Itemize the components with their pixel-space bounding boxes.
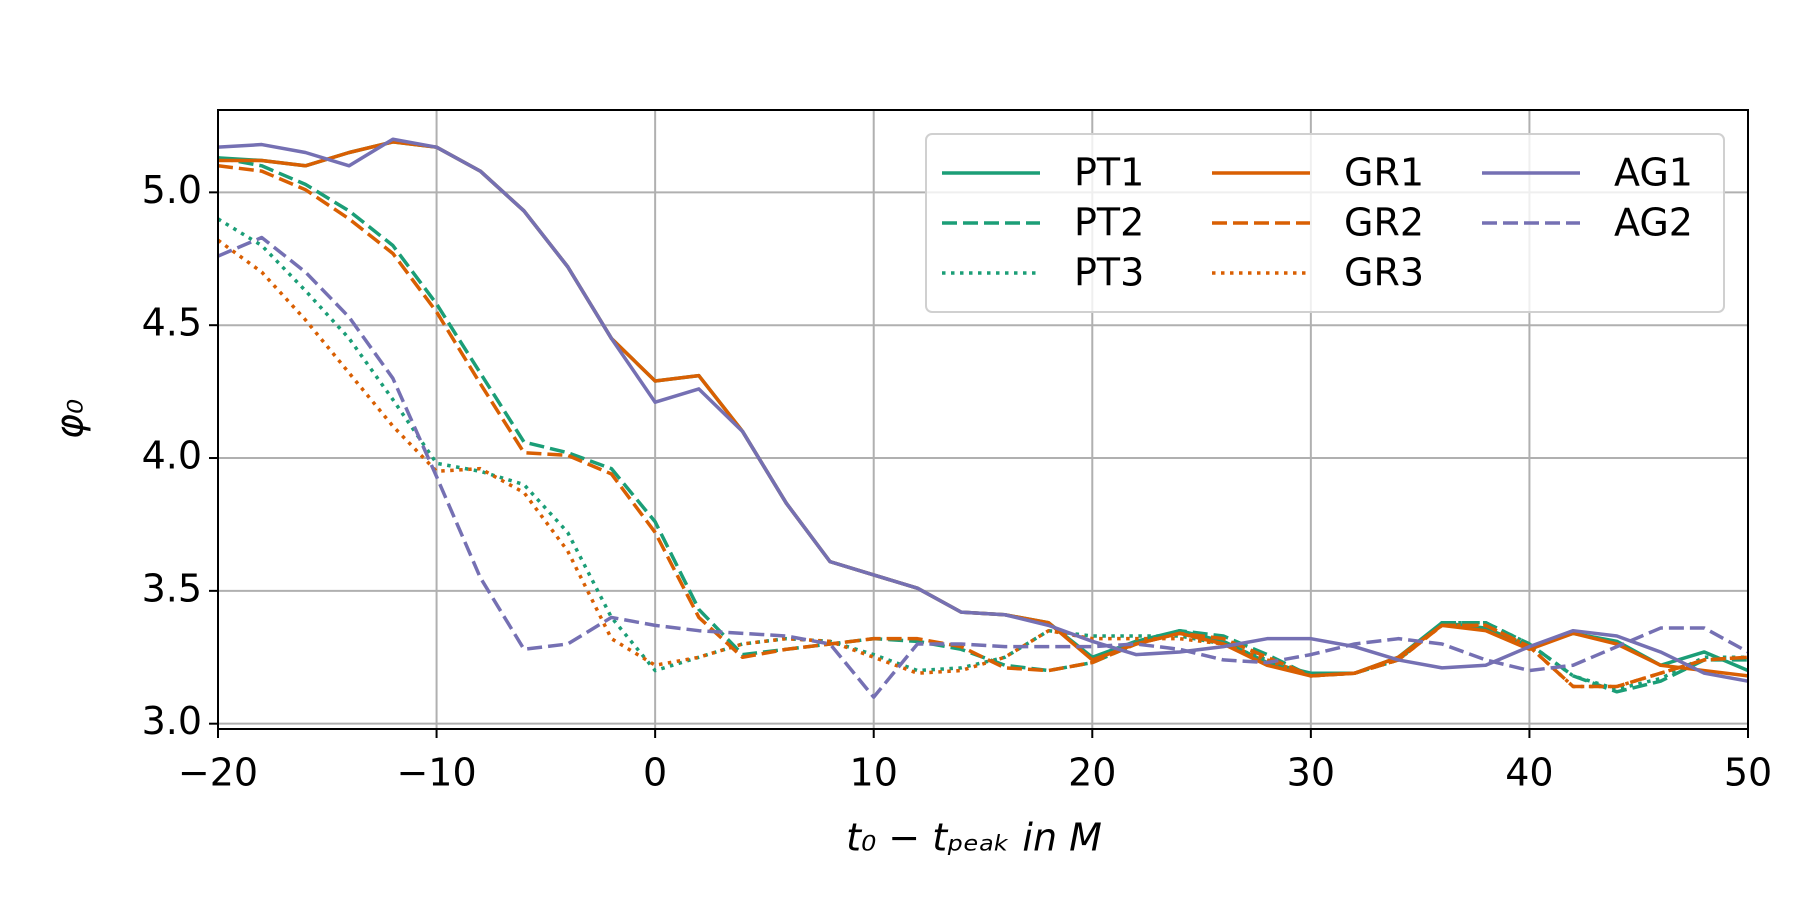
- x-tick-label: 40: [1505, 751, 1553, 795]
- legend-label: PT2: [1074, 201, 1144, 245]
- x-tick-label: 20: [1068, 751, 1116, 795]
- legend-label: GR3: [1344, 251, 1424, 295]
- series-line: [218, 238, 1748, 689]
- y-tick-label: 4.5: [142, 301, 202, 345]
- legend: PT1 PT2 PT3 GR1 GR2 GR3 AG1 AG2: [925, 133, 1725, 313]
- legend-label: PT3: [1074, 251, 1144, 295]
- y-tick-label: 3.0: [142, 699, 202, 743]
- x-axis-label: t₀ − tₚₑₐₖ in M: [846, 816, 1102, 860]
- ticks: −20 −10 0 10 20 30 40 50 3.0 3.5 4.0 4.5 5.0: [142, 168, 1773, 795]
- legend-label: GR2: [1344, 201, 1424, 245]
- plot-lines: [218, 137, 1748, 699]
- y-tick-label: 3.5: [142, 566, 202, 610]
- series-line: [218, 235, 1748, 699]
- x-tick-label: 30: [1287, 751, 1335, 795]
- x-tick-label: 0: [643, 751, 667, 795]
- y-tick-label: 5.0: [142, 168, 202, 212]
- x-tick-label: −20: [178, 751, 258, 795]
- y-axis-label: φ₀: [48, 399, 92, 439]
- x-tick-label: −10: [396, 751, 476, 795]
- y-tick-label: 4.0: [142, 434, 202, 478]
- legend-label: GR1: [1344, 151, 1424, 195]
- x-tick-label: 10: [850, 751, 898, 795]
- legend-label: PT1: [1074, 151, 1144, 195]
- x-tick-label: 50: [1724, 751, 1772, 795]
- series-line: [218, 156, 1748, 694]
- axes-frame: [217, 109, 1749, 730]
- legend-label: AG1: [1614, 151, 1693, 195]
- legend-label: AG2: [1614, 201, 1693, 245]
- legend-box: [925, 133, 1725, 313]
